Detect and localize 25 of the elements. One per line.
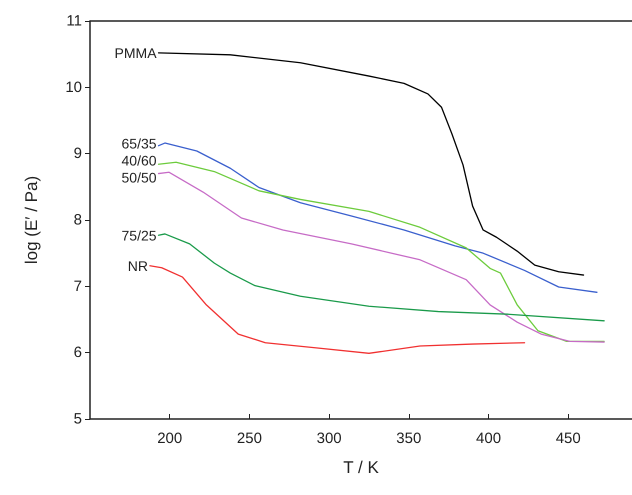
series-label: 50/50 xyxy=(122,169,157,186)
line-series xyxy=(149,265,526,354)
y-tick-label: 10 xyxy=(65,78,82,96)
x-tick-label: 450 xyxy=(556,430,581,447)
y-tick-label: 6 xyxy=(74,344,82,362)
y-tick-label: 7 xyxy=(74,278,82,295)
series-label: PMMA xyxy=(114,44,158,61)
x-tick-label: 350 xyxy=(396,430,422,447)
series-label: 40/60 xyxy=(122,152,157,168)
line-series xyxy=(158,142,598,293)
line-series xyxy=(158,233,605,322)
x-tick-label: 200 xyxy=(157,430,182,447)
y-tick-label: 9 xyxy=(74,145,82,162)
series-label: 75/25 xyxy=(122,227,157,244)
x-tick-label: 300 xyxy=(316,430,342,447)
series-label: 65/35 xyxy=(122,135,157,152)
y-tick-label: 8 xyxy=(74,212,82,228)
line-series xyxy=(158,52,584,276)
y-axis-title: log (E′ / Pa) xyxy=(22,176,41,264)
x-tick-label: 400 xyxy=(476,430,502,447)
y-tick-label: 11 xyxy=(66,12,82,30)
x-tick-label: 250 xyxy=(236,430,262,447)
y-tick-label: 5 xyxy=(74,410,82,428)
x-axis-title: T / K xyxy=(343,458,380,477)
series-label: NR xyxy=(128,258,148,274)
